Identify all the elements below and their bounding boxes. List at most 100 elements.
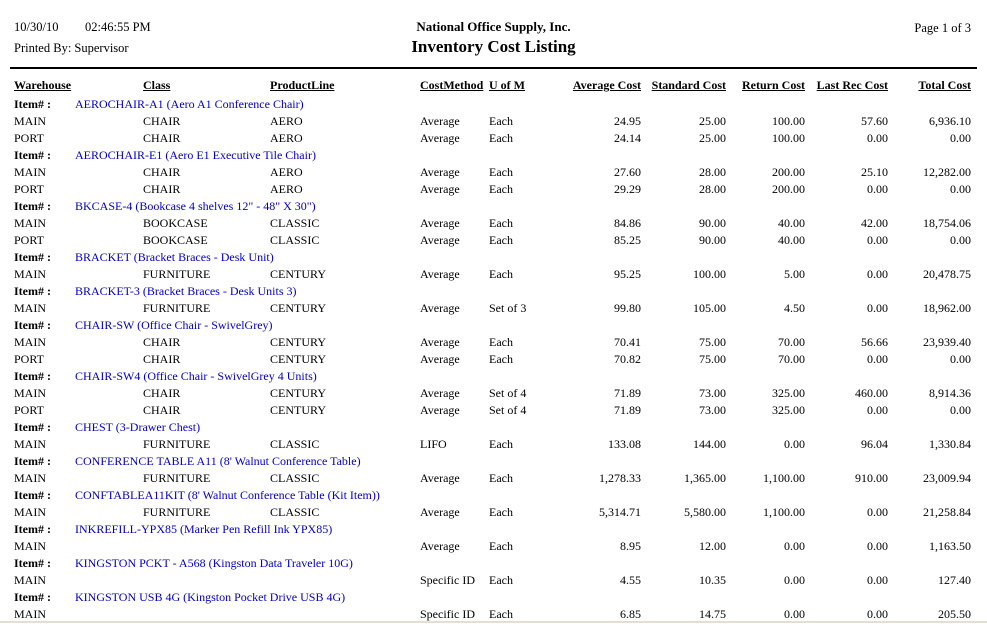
item-header-row: Item# : KINGSTON PCKT - A568 (Kingston Da… — [10, 555, 977, 572]
return-cost-cell: 1,100.00 — [763, 471, 805, 485]
uom-cell: Each — [489, 131, 513, 145]
return-cost-cell: 4.50 — [784, 301, 805, 315]
item-link[interactable]: BKCASE-4 (Bookcase 4 shelves 12" - 48" X… — [75, 199, 316, 213]
cost-method-cell: Average — [420, 539, 460, 553]
average-cost-cell: 99.80 — [614, 301, 641, 315]
class-cell: FURNITURE — [143, 471, 211, 485]
product-line-cell: CENTURY — [270, 267, 327, 281]
standard-cost-cell: 75.00 — [699, 352, 726, 366]
cost-method-cell: Average — [420, 216, 460, 230]
warehouse-cell: PORT — [14, 233, 44, 247]
cost-method-cell: Average — [420, 471, 460, 485]
item-number-label: Item# : — [14, 148, 51, 162]
warehouse-cell: MAIN — [14, 539, 46, 553]
uom-cell: Each — [489, 471, 513, 485]
item-link[interactable]: BRACKET (Bracket Braces - Desk Unit) — [75, 250, 274, 264]
item-number-label: Item# : — [14, 284, 51, 298]
item-link[interactable]: CONFERENCE TABLE A11 (8' Walnut Conferen… — [75, 454, 361, 468]
item-number-label: Item# : — [14, 488, 51, 502]
product-line-cell: CLASSIC — [270, 437, 320, 451]
return-cost-cell: 40.00 — [778, 233, 805, 247]
product-line-cell — [270, 538, 420, 555]
average-cost-cell: 71.89 — [614, 403, 641, 417]
last-rec-cost-cell: 0.00 — [867, 539, 888, 553]
item-link[interactable]: AEROCHAIR-A1 (Aero A1 Conference Chair) — [75, 97, 304, 111]
warehouse-data-row: MAIN Specific ID Each 6.85 14.75 0.00 0.00 205.… — [10, 606, 977, 623]
class-cell: FURNITURE — [143, 505, 211, 519]
product-line-cell: AERO — [270, 131, 303, 145]
print-date: 10/30/10 — [14, 20, 59, 34]
item-link[interactable]: CHAIR-SW (Office Chair - SwivelGrey) — [75, 318, 273, 332]
average-cost-cell: 85.25 — [614, 233, 641, 247]
standard-cost-cell: 100.00 — [693, 267, 726, 281]
item-link[interactable]: KINGSTON USB 4G (Kingston Pocket Drive U… — [75, 590, 346, 604]
average-cost-cell: 6.85 — [620, 607, 641, 621]
report-title: Inventory Cost Listing — [411, 37, 576, 56]
return-cost-cell: 0.00 — [784, 607, 805, 621]
window-bottom-edge — [0, 621, 987, 623]
item-number-label: Item# : — [14, 199, 51, 213]
column-header-uom: U of M — [489, 78, 525, 92]
standard-cost-cell: 105.00 — [693, 301, 726, 315]
class-cell: CHAIR — [143, 131, 181, 145]
average-cost-cell: 4.55 — [620, 573, 641, 587]
cost-method-cell: Average — [420, 505, 460, 519]
item-link[interactable]: CHAIR-SW4 (Office Chair - SwivelGrey 4 U… — [75, 369, 317, 383]
table-body: Item# : AEROCHAIR-A1 (Aero A1 Conference … — [10, 96, 977, 623]
return-cost-cell: 1,100.00 — [763, 505, 805, 519]
column-header-average-cost: Average Cost — [572, 78, 641, 92]
uom-cell: Each — [489, 216, 513, 230]
item-link[interactable]: CONFTABLEA11KIT (8' Walnut Conference Ta… — [75, 488, 380, 502]
return-cost-cell: 100.00 — [772, 114, 805, 128]
warehouse-data-row: MAIN CHAIR CENTURY Average Set of 4 71.89 73.0… — [10, 385, 977, 402]
average-cost-cell: 84.86 — [614, 216, 641, 230]
item-header-row: Item# : INKREFILL-YPX85 (Marker Pen Refil… — [10, 521, 977, 538]
item-header-row: Item# : KINGSTON USB 4G (Kingston Pocket … — [10, 589, 977, 606]
average-cost-cell: 8.95 — [620, 539, 641, 553]
item-header-row: Item# : AEROCHAIR-E1 (Aero E1 Executive T… — [10, 147, 977, 164]
company-name: National Office Supply, Inc. — [416, 19, 571, 34]
total-cost-cell: 23,009.94 — [923, 471, 971, 485]
last-rec-cost-cell: 0.00 — [867, 233, 888, 247]
return-cost-cell: 0.00 — [784, 437, 805, 451]
last-rec-cost-cell: 0.00 — [867, 352, 888, 366]
uom-cell: Each — [489, 505, 513, 519]
class-cell: CHAIR — [143, 352, 181, 366]
average-cost-cell: 5,314.71 — [599, 505, 641, 519]
last-rec-cost-cell: 57.60 — [861, 114, 888, 128]
item-link[interactable]: BRACKET-3 (Bracket Braces - Desk Units 3… — [75, 284, 297, 298]
item-header-row: Item# : BKCASE-4 (Bookcase 4 shelves 12" … — [10, 198, 977, 215]
item-link[interactable]: KINGSTON PCKT - A568 (Kingston Data Trav… — [75, 556, 353, 570]
item-number-label: Item# : — [14, 97, 51, 111]
item-link[interactable]: AEROCHAIR-E1 (Aero E1 Executive Tile Cha… — [75, 148, 316, 162]
warehouse-cell: MAIN — [14, 471, 46, 485]
total-cost-cell: 18,754.06 — [923, 216, 971, 230]
uom-cell: Each — [489, 437, 513, 451]
item-number-label: Item# : — [14, 369, 51, 383]
return-cost-cell: 325.00 — [772, 403, 805, 417]
report-titles: National Office Supply, Inc. Inventory C… — [10, 19, 977, 57]
class-cell: FURNITURE — [143, 301, 211, 315]
warehouse-cell: MAIN — [14, 607, 46, 621]
average-cost-cell: 70.82 — [614, 352, 641, 366]
total-cost-cell: 8,914.36 — [929, 386, 971, 400]
standard-cost-cell: 1,365.00 — [684, 471, 726, 485]
product-line-cell: AERO — [270, 114, 303, 128]
item-number-label: Item# : — [14, 250, 51, 264]
class-cell: CHAIR — [143, 386, 181, 400]
standard-cost-cell: 10.35 — [699, 573, 726, 587]
uom-cell: Each — [489, 335, 513, 349]
item-link[interactable]: CHEST (3-Drawer Chest) — [75, 420, 201, 434]
warehouse-data-row: MAIN Average Each 8.95 12.00 0.00 0.00 1,163.50 — [10, 538, 977, 555]
item-link[interactable]: INKREFILL-YPX85 (Marker Pen Refill Ink Y… — [75, 522, 333, 536]
product-line-cell: AERO — [270, 165, 303, 179]
product-line-cell: CENTURY — [270, 335, 327, 349]
last-rec-cost-cell: 460.00 — [855, 386, 888, 400]
class-cell — [143, 572, 270, 589]
product-line-cell: CLASSIC — [270, 471, 320, 485]
uom-cell: Set of 4 — [489, 386, 527, 400]
warehouse-cell: MAIN — [14, 437, 46, 451]
last-rec-cost-cell: 0.00 — [867, 607, 888, 621]
warehouse-data-row: MAIN CHAIR AERO Average Each 27.60 28.00 200.00… — [10, 164, 977, 181]
print-info: 10/30/10 02:46:55 PM Printed By: Supervis… — [14, 20, 151, 56]
